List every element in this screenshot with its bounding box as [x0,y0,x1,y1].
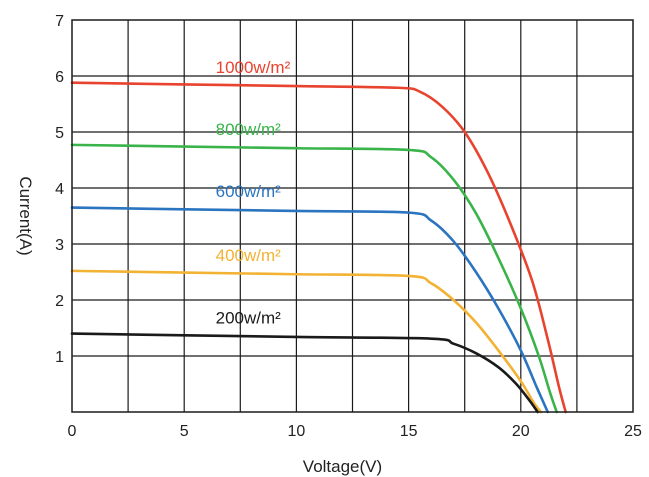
y-tick-label: 4 [55,181,64,198]
chart-series [70,81,567,414]
plot-frame [71,19,634,413]
series-line-1 [70,143,558,414]
x-tick-label: 15 [400,423,418,440]
y-axis-label: Current(A) [16,176,35,255]
series-line-2 [70,206,550,414]
y-axis-ticks: 1 2 3 4 5 6 7 [55,13,64,366]
series-labels: 1000w/m² 800w/m² 600w/m² 400w/m² 200w/m² [216,58,291,327]
x-tick-label: 20 [512,423,530,440]
y-tick-label: 7 [55,13,64,30]
series-label-0: 1000w/m² [216,58,291,77]
y-tick-label: 5 [55,125,64,142]
series-label-1: 800w/m² [216,120,282,139]
series-line-3 [70,269,543,414]
series-line-4 [70,332,539,414]
x-tick-label: 5 [180,423,189,440]
series-label-2: 600w/m² [216,182,282,201]
y-tick-label: 3 [55,237,64,254]
series-label-4: 200w/m² [216,309,282,328]
chart-grid [72,20,633,412]
series-label-3: 400w/m² [216,246,282,265]
y-tick-label: 6 [55,69,64,86]
x-axis-label: Voltage(V) [303,457,382,476]
series-line-0 [70,81,567,414]
y-tick-label: 2 [55,293,64,310]
x-tick-label: 0 [68,423,77,440]
y-tick-label: 1 [55,349,64,366]
x-tick-label: 10 [288,423,306,440]
x-axis-ticks: 0 5 10 15 20 25 [68,423,642,440]
x-tick-label: 25 [624,423,642,440]
